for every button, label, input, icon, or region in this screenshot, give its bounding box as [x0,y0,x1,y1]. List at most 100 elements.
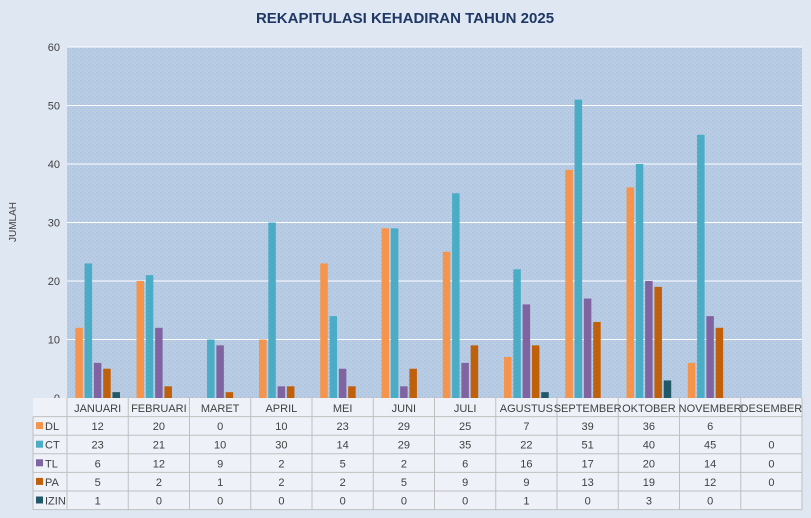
data-label: 0 [401,496,407,508]
bar-ct [574,99,583,399]
y-tick-label: 50 [48,101,60,113]
legend-swatch-pa [36,477,43,485]
x-tick-label: DESEMBER [741,403,803,415]
bar-ct [268,222,276,398]
bar-pa [715,327,724,398]
data-label: 2 [156,477,162,489]
bar-dl [442,251,451,398]
data-label: 0 [768,458,774,470]
bar-tl [645,281,653,398]
bar-dl [320,263,328,398]
data-label: 9 [217,458,223,470]
x-tick-label: APRIL [265,403,297,415]
y-tick-label: 20 [48,276,60,288]
data-label: 10 [275,421,287,433]
data-label: 1 [95,496,101,508]
bar-dl [504,357,512,398]
data-label: 6 [707,421,713,433]
bar-pa [164,386,172,398]
bar-pa [593,321,601,398]
bar-tl [461,362,469,398]
bar-pa [470,345,479,398]
legend-label-tl: TL [45,458,58,470]
x-tick-label: SEPTEMBER [554,403,622,415]
data-label: 5 [340,458,346,470]
data-label: 29 [398,440,410,452]
chart-title: REKAPITULASI KEHADIRAN TAHUN 2025 [256,10,554,27]
data-label: 0 [462,496,468,508]
x-tick-label: MEI [333,403,353,415]
bar-ct [452,193,460,398]
data-label: 19 [643,477,655,489]
data-label: 2 [278,477,284,489]
data-label: 25 [459,421,471,433]
bar-tl [155,327,163,398]
data-label: 1 [523,496,529,508]
bar-dl [136,281,145,398]
bar-pa [103,368,111,398]
data-label: 10 [214,440,226,452]
bar-ct [697,134,705,398]
legend-swatch-tl [36,459,43,467]
data-label: 2 [278,458,284,470]
legend-swatch-izin [36,496,43,504]
legend-label-pa: PA [45,477,60,489]
data-label: 0 [768,440,774,452]
data-label: 12 [704,477,716,489]
y-axis-label: JUMLAH [8,202,19,242]
x-tick-label: JANUARI [74,403,121,415]
legend-label-dl: DL [45,421,59,433]
data-label: 17 [582,458,594,470]
data-label: 3 [646,496,652,508]
legend-label-izin: IZIN [45,496,66,508]
bar-ct [145,275,154,398]
data-label: 0 [340,496,346,508]
x-tick-label: NOVEMBER [679,403,742,415]
bar-tl [93,362,102,398]
x-tick-label: JULI [454,403,477,415]
bar-pa [654,286,662,398]
bar-dl [259,339,267,398]
bar-ct [329,316,338,398]
data-label: 7 [523,421,529,433]
data-label: 5 [95,477,101,489]
data-label: 0 [585,496,591,508]
bar-tl [706,316,714,398]
data-label: 9 [462,477,468,489]
bar-dl [626,187,635,398]
bar-pa [225,392,234,398]
y-tick-label: 60 [48,42,60,54]
bar-ct [390,228,399,398]
data-label: 36 [643,421,655,433]
data-label: 6 [462,458,468,470]
bar-tl [522,304,531,398]
bar-dl [565,169,573,398]
bar-tl [338,368,347,398]
data-label: 16 [520,458,532,470]
legend-swatch-ct [36,440,43,448]
x-tick-label: JUNI [392,403,416,415]
bar-pa [348,386,356,398]
bar-pa [286,386,295,398]
data-label: 9 [523,477,529,489]
data-label: 21 [153,440,165,452]
bar-ct [84,263,93,398]
data-label: 23 [337,421,349,433]
x-tick-label: AGUSTUS [500,403,553,415]
bar-dl [381,228,390,398]
data-label: 51 [582,440,594,452]
data-label: 12 [92,421,104,433]
data-label: 0 [217,421,223,433]
bar-tl [216,345,224,398]
legend-label-ct: CT [45,440,60,452]
data-label: 14 [704,458,716,470]
bar-izin [112,392,120,398]
data-label: 45 [704,440,716,452]
data-label: 39 [582,421,594,433]
data-label: 29 [398,421,410,433]
bar-dl [75,327,83,398]
bar-izin [541,392,549,398]
bar-tl [277,386,286,398]
bar-ct [635,164,644,398]
